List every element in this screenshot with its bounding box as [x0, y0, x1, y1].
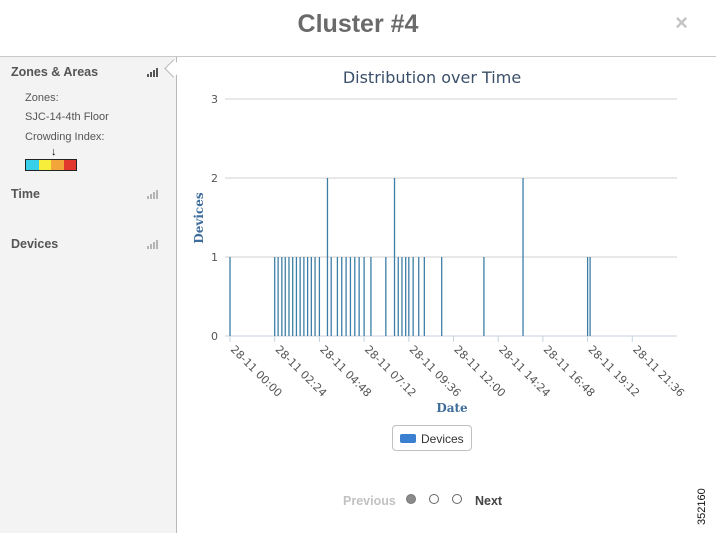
signal-bars-icon — [147, 240, 159, 249]
crowding-marker-icon: ↓ — [51, 146, 57, 158]
signal-bars-icon — [147, 190, 159, 199]
zones-label: Zones: — [25, 92, 59, 104]
dialog-title: Cluster #4 — [297, 10, 419, 38]
filter-sidebar: Zones & Areas Zones: SJC-14-4th Floor Cr… — [0, 57, 177, 533]
time-section[interactable]: Time — [11, 187, 40, 201]
page-dot-1[interactable] — [406, 494, 416, 504]
y-axis-label: Devices — [192, 192, 206, 244]
crowding-segment — [26, 160, 39, 170]
distribution-chart: Distribution over Time Devices Date 0 1 2 3… — [192, 68, 687, 415]
crowding-segment — [38, 160, 51, 170]
crowding-index-bar — [25, 159, 77, 171]
chart-title: Distribution over Time — [343, 68, 521, 87]
crowding-index-label: Crowding Index: — [25, 131, 105, 143]
legend-swatch — [400, 434, 416, 443]
y-tick-label: 3 — [211, 93, 218, 106]
page-dot-2[interactable] — [429, 494, 439, 504]
devices-section[interactable]: Devices — [11, 237, 59, 251]
crowding-segment — [51, 160, 64, 170]
x-axis-label: Date — [436, 401, 468, 415]
page-dot-3[interactable] — [452, 494, 462, 504]
y-tick-label: 2 — [211, 172, 218, 185]
zone-value: SJC-14-4th Floor — [25, 111, 109, 123]
y-tick-label: 1 — [211, 251, 218, 264]
signal-bars-icon — [147, 68, 159, 77]
zones-areas-section[interactable]: Zones & Areas — [11, 65, 99, 79]
next-button[interactable]: Next — [475, 494, 503, 508]
figure-id: 352160 — [696, 488, 708, 525]
previous-button[interactable]: Previous — [343, 494, 396, 508]
y-tick-label: 0 — [211, 330, 218, 343]
legend-devices[interactable]: Devices — [392, 425, 472, 451]
dialog-header: Cluster #4 × — [0, 0, 716, 57]
close-icon[interactable]: × — [675, 10, 688, 35]
legend-label: Devices — [421, 432, 464, 446]
crowding-segment — [63, 160, 76, 170]
